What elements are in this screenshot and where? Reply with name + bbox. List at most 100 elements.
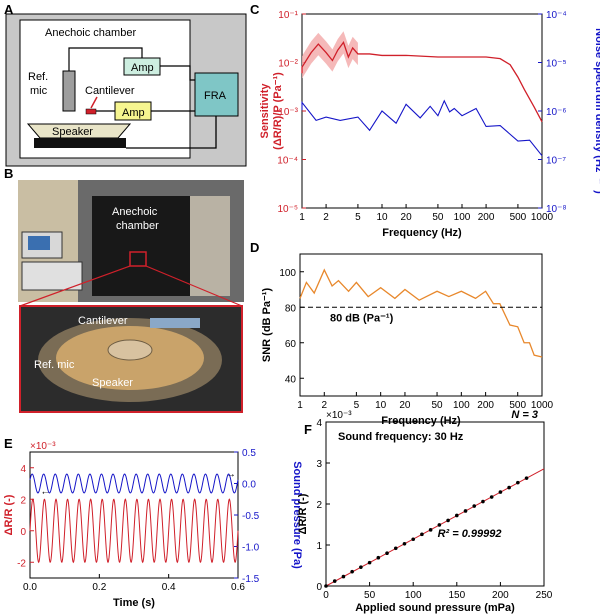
x-tick-label: 0.6: [231, 582, 245, 593]
zoom-line-right: [145, 265, 243, 307]
x-axis-label: Applied sound pressure (mPa): [355, 602, 515, 614]
left-axis-arrow: ←: [40, 487, 50, 498]
data-point: [411, 537, 416, 542]
data-point: [385, 551, 389, 555]
data-point: [507, 485, 511, 490]
y-tick-label-left: -2: [17, 558, 26, 569]
speaker-dome: [107, 339, 153, 361]
y-tick-label-left: 10⁻²: [278, 59, 298, 70]
cantilever-label: Cantilever: [85, 85, 135, 97]
y-axis-label-left: Sensitivity: [259, 83, 271, 139]
y-axis-label: ΔR/R (-): [297, 493, 309, 534]
data-point: [359, 565, 363, 569]
y-tick-label: 3: [316, 459, 322, 470]
data-point: [481, 499, 485, 504]
y-tick-label-right: -1.5: [242, 574, 260, 585]
pressure-trace: [29, 473, 239, 494]
data-point: [324, 584, 328, 588]
frequency-label: Sound frequency: 30 Hz: [338, 431, 464, 443]
data-point: [393, 546, 398, 551]
plot-frame: [299, 253, 543, 397]
y-tick-label: 100: [279, 268, 296, 279]
y-tick-label-right: 0.0: [242, 480, 256, 491]
y-tick-label-left: 10⁻¹: [278, 10, 298, 21]
x-tick-label: 50: [431, 400, 443, 411]
data-point: [516, 480, 520, 485]
photo-chamber-label-2: chamber: [116, 220, 159, 232]
lab-photo: Anechoic chamber: [18, 180, 244, 302]
ref-mic-label-1: Ref.: [28, 71, 48, 83]
data-point: [332, 579, 337, 583]
x-tick-label: 50: [364, 590, 376, 601]
y-tick-label: 2: [316, 500, 322, 511]
x-tick-label: 100: [405, 590, 422, 601]
ref-mic-shape: [62, 70, 76, 112]
ref-mic-label-2: mic: [30, 85, 48, 97]
x-tick-label: 10: [376, 212, 388, 223]
data-point: [455, 513, 459, 518]
plot-frame: [325, 421, 545, 587]
y-tick-label: 0: [316, 582, 322, 593]
cantilever-mount: [150, 318, 200, 328]
y-tick-label-left: 10⁻⁵: [277, 204, 298, 215]
data-point: [437, 523, 442, 527]
x-tick-label: 1: [297, 400, 303, 411]
x-tick-label: 200: [478, 212, 495, 223]
n-label: N = 3: [511, 409, 538, 421]
right-axis-arrow: →: [226, 469, 236, 480]
fra-to-speaker-wire: [126, 116, 217, 149]
amp-top-label: Amp: [131, 62, 154, 74]
x-tick-label: 0.4: [162, 582, 176, 593]
data-point: [420, 532, 424, 537]
noise-line: [301, 99, 543, 157]
x-tick-label: 500: [510, 212, 527, 223]
data-point: [472, 504, 477, 508]
panel-label-a: A: [4, 2, 14, 17]
y-axis-label: SNR (dB Pa⁻¹): [261, 288, 273, 363]
y-tick-label-right: -0.5: [242, 511, 260, 522]
speaker-photo: Cantilever Ref. mic Speaker: [19, 305, 243, 413]
x-tick-label: 1000: [531, 400, 554, 411]
resistance-trace: [29, 498, 239, 564]
y-tick-label-left: 10⁻³: [278, 107, 298, 118]
y-axis-label-left: ΔR/R (-): [3, 494, 15, 535]
data-point: [446, 518, 450, 523]
cantilever-pointer: [90, 96, 98, 109]
data-point: [367, 560, 372, 565]
chamber-foam: [190, 196, 230, 296]
photo-cantilever-label: Cantilever: [78, 315, 128, 327]
x-tick-label: 50: [432, 212, 444, 223]
ref-mic-wire: [68, 47, 143, 71]
data-point: [498, 490, 503, 494]
multiplier-label: ×10⁻³: [326, 410, 352, 421]
x-axis-label: Time (s): [113, 597, 155, 609]
data-point: [524, 476, 529, 480]
x-tick-label: 200: [477, 400, 494, 411]
multiplier-label: ×10⁻³: [30, 441, 56, 452]
chart-time-trace: 0.0 0.2 0.4 0.6 -2 0 2 4 0.5 0.0 -0.5 -1.0 -1.5 ×10⁻³…: [3, 441, 303, 609]
instrument-2: [21, 261, 83, 291]
x-tick-label: 1: [299, 212, 305, 223]
snr-line: [299, 268, 543, 358]
x-tick-label: 200: [492, 590, 509, 601]
x-axis-label: Frequency (Hz): [381, 415, 461, 427]
y-tick-label-right: 10⁻⁵: [546, 59, 567, 70]
r2-label: R² = 0.99992: [438, 528, 502, 540]
y-tick-label-right: 0.5: [242, 448, 256, 459]
photo-ref-mic-label: Ref. mic: [34, 359, 75, 371]
x-tick-label: 0.2: [92, 582, 106, 593]
y-tick-label: 40: [285, 374, 297, 385]
chart-linearity: 0 50 100 150 200 250 0 1 2 3 4 ×10⁻³ Applied sound p…: [297, 409, 553, 614]
y-axis-label-right: Noise spectrum density (Hz⁻¹ᐟ²): [593, 28, 600, 194]
panel-label-c: C: [250, 2, 260, 17]
data-point: [463, 509, 468, 513]
y-axis-label-left-units: (ΔR/R)/P (Pa⁻¹): [272, 72, 284, 150]
x-tick-label: 2: [322, 400, 328, 411]
x-tick-label: 20: [401, 212, 413, 223]
x-tick-label: 150: [448, 590, 465, 601]
photo-speaker-label: Speaker: [92, 377, 133, 389]
x-tick-label: 2: [323, 212, 329, 223]
amp-bottom-label: Amp: [122, 107, 145, 119]
y-tick-label-right: 10⁻⁷: [546, 156, 566, 167]
